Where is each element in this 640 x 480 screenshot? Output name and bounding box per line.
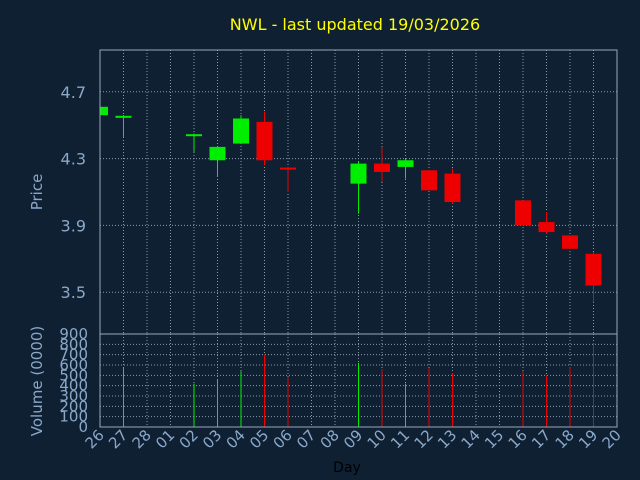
volume-y-tick-label: 900: [59, 325, 88, 343]
candle-04: [233, 115, 249, 144]
price-y-tick-label: 3.9: [61, 216, 86, 235]
volume-y-tick-label: 300: [59, 387, 88, 405]
candle-06: [280, 166, 296, 192]
candle-27: [115, 115, 132, 137]
candle-09: [350, 161, 367, 214]
volume-frame: [99, 333, 618, 428]
price-y-tick-label: 3.5: [61, 283, 86, 302]
candle-body: [421, 170, 437, 191]
volume-axis-label: Volume (0000): [28, 326, 46, 436]
volume-y-tick-label: 400: [59, 377, 88, 395]
price-y-tick-label: 4.3: [61, 150, 86, 169]
candle-body: [562, 235, 578, 249]
candle-18: [562, 235, 578, 249]
candle-body: [515, 200, 531, 226]
candle-03: [209, 146, 226, 177]
volume-y-tick-label: 700: [59, 346, 88, 364]
candle-13: [444, 168, 461, 204]
price-panel: 3.5 3.9 4.3 4.7 Price: [28, 49, 618, 335]
candle-17: [538, 212, 555, 234]
price-y-tick-label: 4.7: [61, 83, 86, 102]
candle-12: [421, 170, 437, 191]
candle-body: [538, 222, 555, 233]
volume-bars: [123, 343, 594, 427]
candle-16: [515, 200, 531, 226]
volume-y-tick-label: 100: [59, 408, 88, 426]
candle-body: [444, 173, 461, 203]
candle-11: [397, 158, 414, 179]
price-y-tick-labels: 3.5 3.9 4.3 4.7: [61, 83, 86, 302]
candle-19: [585, 252, 602, 303]
candle-body: [585, 253, 602, 286]
chart-title: NWL - last updated 19/03/2026: [230, 15, 480, 34]
candle-body: [115, 115, 132, 118]
candle-body: [256, 121, 273, 161]
candle-body: [397, 160, 414, 167]
candle-body: [374, 163, 390, 172]
volume-y-tick-label: 200: [59, 397, 88, 415]
candle-body: [209, 146, 226, 161]
candle-02: [186, 133, 202, 152]
candle-body: [100, 106, 108, 116]
candle-body: [233, 118, 249, 144]
volume-y-tick-label: 600: [59, 356, 88, 374]
volume-y-tick-label: 500: [59, 366, 88, 384]
candle-05: [256, 111, 273, 166]
price-axis-label: Price: [28, 174, 46, 211]
price-candles: [99, 105, 602, 303]
candle-10: [374, 146, 390, 182]
x-axis-label: Day: [333, 460, 361, 476]
candle-body: [280, 167, 296, 170]
candle-body: [350, 163, 367, 184]
volume-y-tick-label: 0: [78, 418, 88, 436]
x-tick-labels: 2627280102030405060708091011121314151617…: [82, 426, 625, 452]
candle-body: [186, 134, 202, 137]
volume-y-tick-label: 800: [59, 335, 88, 353]
